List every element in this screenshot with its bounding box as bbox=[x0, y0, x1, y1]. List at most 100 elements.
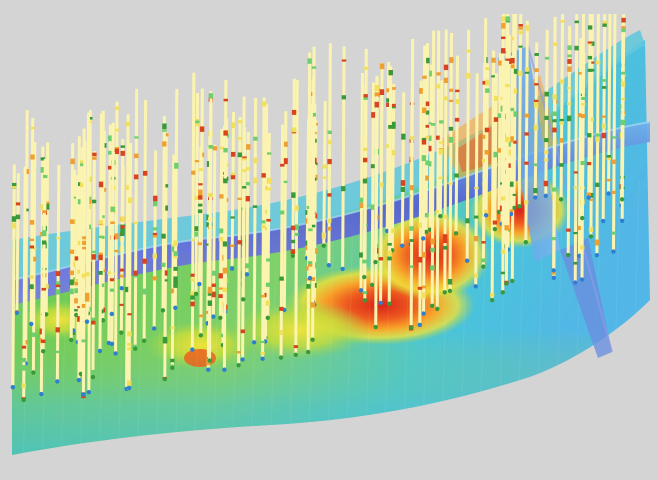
well-log[interactable] bbox=[489, 50, 496, 303]
well-log[interactable] bbox=[511, 13, 518, 211]
well-log[interactable] bbox=[293, 80, 299, 358]
well-log[interactable] bbox=[619, 13, 626, 202]
well-logs[interactable] bbox=[10, 13, 626, 403]
well-log[interactable] bbox=[310, 46, 317, 342]
well-log[interactable] bbox=[326, 43, 332, 268]
well-log[interactable] bbox=[278, 124, 285, 360]
well-log[interactable] bbox=[197, 147, 203, 287]
well-log[interactable] bbox=[417, 80, 424, 328]
well-log[interactable] bbox=[40, 182, 47, 354]
well-log[interactable] bbox=[211, 144, 218, 319]
well-log[interactable] bbox=[251, 97, 258, 345]
well-log[interactable] bbox=[14, 173, 21, 315]
well-log[interactable] bbox=[126, 142, 133, 391]
well-log-segment bbox=[283, 158, 288, 163]
well-log[interactable] bbox=[307, 104, 313, 281]
well-log[interactable] bbox=[21, 166, 27, 403]
well-log[interactable] bbox=[438, 80, 444, 219]
well-log[interactable] bbox=[580, 51, 586, 221]
well-log[interactable] bbox=[132, 88, 139, 351]
well-log[interactable] bbox=[453, 55, 460, 236]
well-log[interactable] bbox=[141, 99, 148, 343]
well-log[interactable] bbox=[207, 98, 213, 363]
well-log[interactable] bbox=[262, 103, 269, 344]
well-log[interactable] bbox=[390, 84, 396, 253]
well-log[interactable] bbox=[533, 42, 539, 200]
well-log[interactable] bbox=[358, 73, 364, 293]
well-log[interactable] bbox=[236, 116, 243, 368]
well-log[interactable] bbox=[69, 143, 75, 343]
well-log[interactable] bbox=[558, 13, 565, 202]
well-log[interactable] bbox=[447, 33, 454, 294]
well-log[interactable] bbox=[429, 30, 436, 308]
well-log[interactable] bbox=[290, 78, 297, 259]
well-log[interactable] bbox=[421, 45, 427, 241]
well-log[interactable] bbox=[173, 88, 179, 311]
well-log[interactable] bbox=[229, 111, 236, 271]
well-log[interactable] bbox=[492, 73, 499, 232]
well-log[interactable] bbox=[577, 38, 583, 259]
well-log[interactable] bbox=[109, 122, 115, 317]
well-log[interactable] bbox=[151, 150, 158, 331]
well-log[interactable] bbox=[378, 62, 385, 306]
well-log[interactable] bbox=[10, 164, 17, 390]
well-log[interactable] bbox=[588, 13, 595, 239]
well-log[interactable] bbox=[600, 13, 607, 224]
well-log[interactable] bbox=[611, 13, 617, 254]
well-log[interactable] bbox=[517, 13, 523, 209]
well-log[interactable] bbox=[442, 29, 449, 295]
well-log[interactable] bbox=[481, 56, 487, 269]
well-log[interactable] bbox=[551, 16, 558, 273]
well-log[interactable] bbox=[170, 154, 176, 371]
well-log[interactable] bbox=[586, 13, 593, 200]
well-log[interactable] bbox=[241, 127, 247, 302]
well-log[interactable] bbox=[504, 13, 511, 286]
well-log[interactable] bbox=[162, 132, 169, 382]
well-log[interactable] bbox=[160, 116, 167, 313]
well-log[interactable] bbox=[435, 30, 441, 312]
well-log[interactable] bbox=[74, 174, 80, 318]
well-log[interactable] bbox=[473, 73, 479, 289]
well-log[interactable] bbox=[543, 29, 550, 199]
well-log[interactable] bbox=[55, 164, 61, 384]
well-log[interactable] bbox=[606, 13, 612, 196]
well-log-segment bbox=[620, 119, 625, 126]
well-log[interactable] bbox=[31, 142, 37, 375]
well-log[interactable] bbox=[260, 97, 267, 361]
well-log[interactable] bbox=[113, 101, 120, 356]
well-log[interactable] bbox=[78, 147, 85, 377]
well-log[interactable] bbox=[119, 166, 125, 291]
well-log[interactable] bbox=[321, 101, 327, 248]
well-log[interactable] bbox=[222, 80, 228, 372]
well-log[interactable] bbox=[496, 53, 503, 215]
well-log[interactable] bbox=[29, 118, 35, 327]
well-log[interactable] bbox=[483, 63, 490, 218]
well-log[interactable] bbox=[84, 112, 90, 324]
well-log[interactable] bbox=[566, 25, 572, 258]
well-log[interactable] bbox=[573, 13, 579, 285]
well-log[interactable] bbox=[90, 151, 97, 380]
well-log[interactable] bbox=[282, 111, 288, 313]
well-log[interactable] bbox=[265, 132, 272, 321]
well-log[interactable] bbox=[400, 92, 406, 248]
well-log[interactable] bbox=[423, 43, 430, 235]
well-log[interactable] bbox=[362, 85, 368, 280]
well-log[interactable] bbox=[387, 66, 393, 306]
well-log[interactable] bbox=[373, 75, 380, 265]
well-log[interactable] bbox=[500, 60, 506, 295]
well-log[interactable] bbox=[97, 113, 104, 354]
well-log[interactable] bbox=[244, 131, 251, 277]
well-log[interactable] bbox=[408, 38, 415, 331]
well-log[interactable] bbox=[340, 46, 347, 272]
well-log[interactable] bbox=[193, 93, 200, 296]
well-log[interactable] bbox=[81, 141, 87, 399]
well-log[interactable] bbox=[594, 13, 601, 258]
well-log[interactable] bbox=[369, 82, 376, 288]
well-log[interactable] bbox=[464, 29, 471, 263]
well-log[interactable] bbox=[190, 72, 196, 352]
well-log[interactable] bbox=[523, 20, 530, 245]
well-log[interactable] bbox=[508, 55, 515, 217]
well-log[interactable] bbox=[218, 129, 224, 321]
